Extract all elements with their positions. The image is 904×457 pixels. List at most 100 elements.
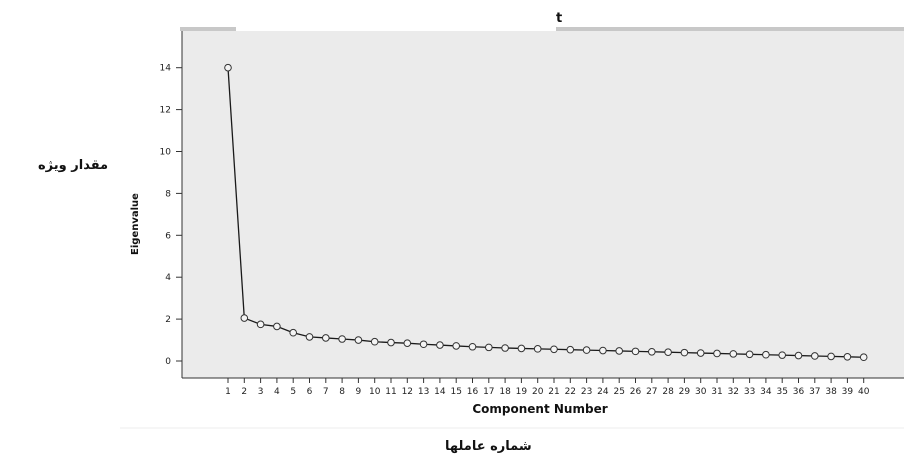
x-tick-label: 23: [581, 387, 592, 397]
x-tick-label: 3: [258, 387, 264, 397]
x-tick-label: 20: [532, 387, 544, 397]
header-fragment: t: [556, 11, 562, 26]
data-point: [631, 347, 640, 356]
x-tick-label: 10: [369, 387, 381, 397]
x-tick-label: 15: [450, 387, 461, 397]
top-frame-strip-right: [556, 27, 904, 31]
data-point: [696, 349, 705, 357]
x-tick-label: 26: [630, 387, 642, 397]
data-point: [550, 345, 558, 354]
x-tick-label: 19: [516, 387, 528, 397]
data-point: [762, 350, 770, 359]
data-point: [859, 353, 868, 362]
x-tick-label: 18: [499, 387, 511, 397]
data-point: [615, 347, 624, 355]
data-point: [403, 339, 412, 347]
data-point: [713, 349, 721, 358]
x-tick-label: 29: [679, 387, 691, 397]
x-tick-label: 2: [241, 387, 247, 397]
x-tick-label: 22: [565, 387, 576, 397]
data-point: [305, 333, 314, 341]
top-frame-strip-left: [180, 27, 236, 31]
data-point: [745, 350, 754, 359]
data-point: [338, 335, 346, 343]
data-point: [566, 345, 575, 354]
data-point: [468, 342, 477, 351]
side-label: مقدار ويژه: [38, 158, 109, 173]
x-tick-label: 37: [809, 387, 820, 397]
x-tick-label: 32: [728, 387, 739, 397]
y-tick-label: 12: [160, 106, 171, 116]
series-line: [227, 67, 864, 358]
y-tick-label: 6: [165, 231, 171, 241]
data-point: [224, 63, 232, 72]
x-axis-label: Component Number: [472, 402, 607, 416]
x-tick-label: 27: [646, 387, 657, 397]
data-point: [256, 320, 265, 329]
bottom-label: شماره عاملها: [445, 439, 532, 454]
x-tick-label: 9: [356, 387, 362, 397]
x-tick-label: 35: [776, 387, 787, 397]
data-point: [452, 342, 461, 350]
x-tick-label: 21: [548, 387, 559, 397]
data-point: [533, 345, 542, 353]
series-group: [224, 63, 868, 362]
data-point: [501, 344, 509, 352]
y-ticks: 0 2 4 6 8 10 12 14: [160, 64, 182, 367]
x-tick-label: 16: [467, 387, 479, 397]
data-point: [582, 346, 591, 354]
x-tick-label: 39: [842, 387, 854, 397]
data-point: [273, 322, 281, 331]
y-tick-label: 4: [165, 273, 171, 283]
x-tick-label: 13: [418, 387, 429, 397]
x-tick-label: 5: [290, 387, 296, 397]
x-tick-label: 17: [483, 387, 494, 397]
x-tick-label: 40: [858, 387, 870, 397]
data-point: [289, 328, 298, 337]
data-point: [648, 347, 656, 356]
data-point: [729, 350, 738, 358]
x-tick-label: 25: [613, 387, 624, 397]
x-tick-label: 31: [711, 387, 722, 397]
x-ticks: 1 2 3 4 5 6 7 8 9 10 11 12 13 14 15 16 17 18 19 20 21 22 23 24 2…: [225, 378, 870, 397]
x-tick-label: 33: [744, 387, 755, 397]
data-point: [387, 338, 395, 347]
data-point: [778, 351, 787, 359]
x-tick-label: 4: [274, 387, 280, 397]
y-axis-label: Eigenvalue: [130, 193, 141, 255]
data-point: [322, 334, 330, 342]
data-point: [436, 341, 444, 349]
y-tick-label: 14: [160, 64, 172, 74]
x-tick-label: 30: [695, 387, 707, 397]
data-point: [811, 352, 819, 360]
x-tick-label: 28: [662, 387, 674, 397]
plot-area: [182, 31, 904, 378]
data-point: [485, 343, 493, 352]
data-point: [370, 337, 379, 346]
x-tick-label: 8: [339, 387, 345, 397]
data-point: [680, 348, 689, 357]
x-tick-label: 36: [793, 387, 805, 397]
data-point: [240, 314, 249, 322]
data-point: [664, 348, 672, 357]
data-point: [419, 340, 428, 349]
data-point: [827, 352, 835, 361]
x-tick-label: 12: [402, 387, 413, 397]
x-tick-label: 1: [225, 387, 231, 397]
y-tick-label: 2: [165, 315, 171, 325]
data-point: [599, 346, 607, 355]
y-tick-label: 0: [165, 357, 171, 367]
x-tick-label: 7: [323, 387, 329, 397]
x-tick-label: 34: [760, 387, 772, 397]
data-point: [354, 336, 363, 344]
x-tick-label: 38: [825, 387, 837, 397]
x-tick-label: 14: [434, 387, 446, 397]
y-tick-label: 8: [165, 189, 171, 199]
y-tick-label: 10: [160, 148, 172, 158]
x-tick-label: 6: [307, 387, 313, 397]
x-tick-label: 24: [597, 387, 609, 397]
data-point: [843, 353, 852, 361]
x-tick-label: 11: [385, 387, 396, 397]
data-point: [517, 344, 526, 353]
